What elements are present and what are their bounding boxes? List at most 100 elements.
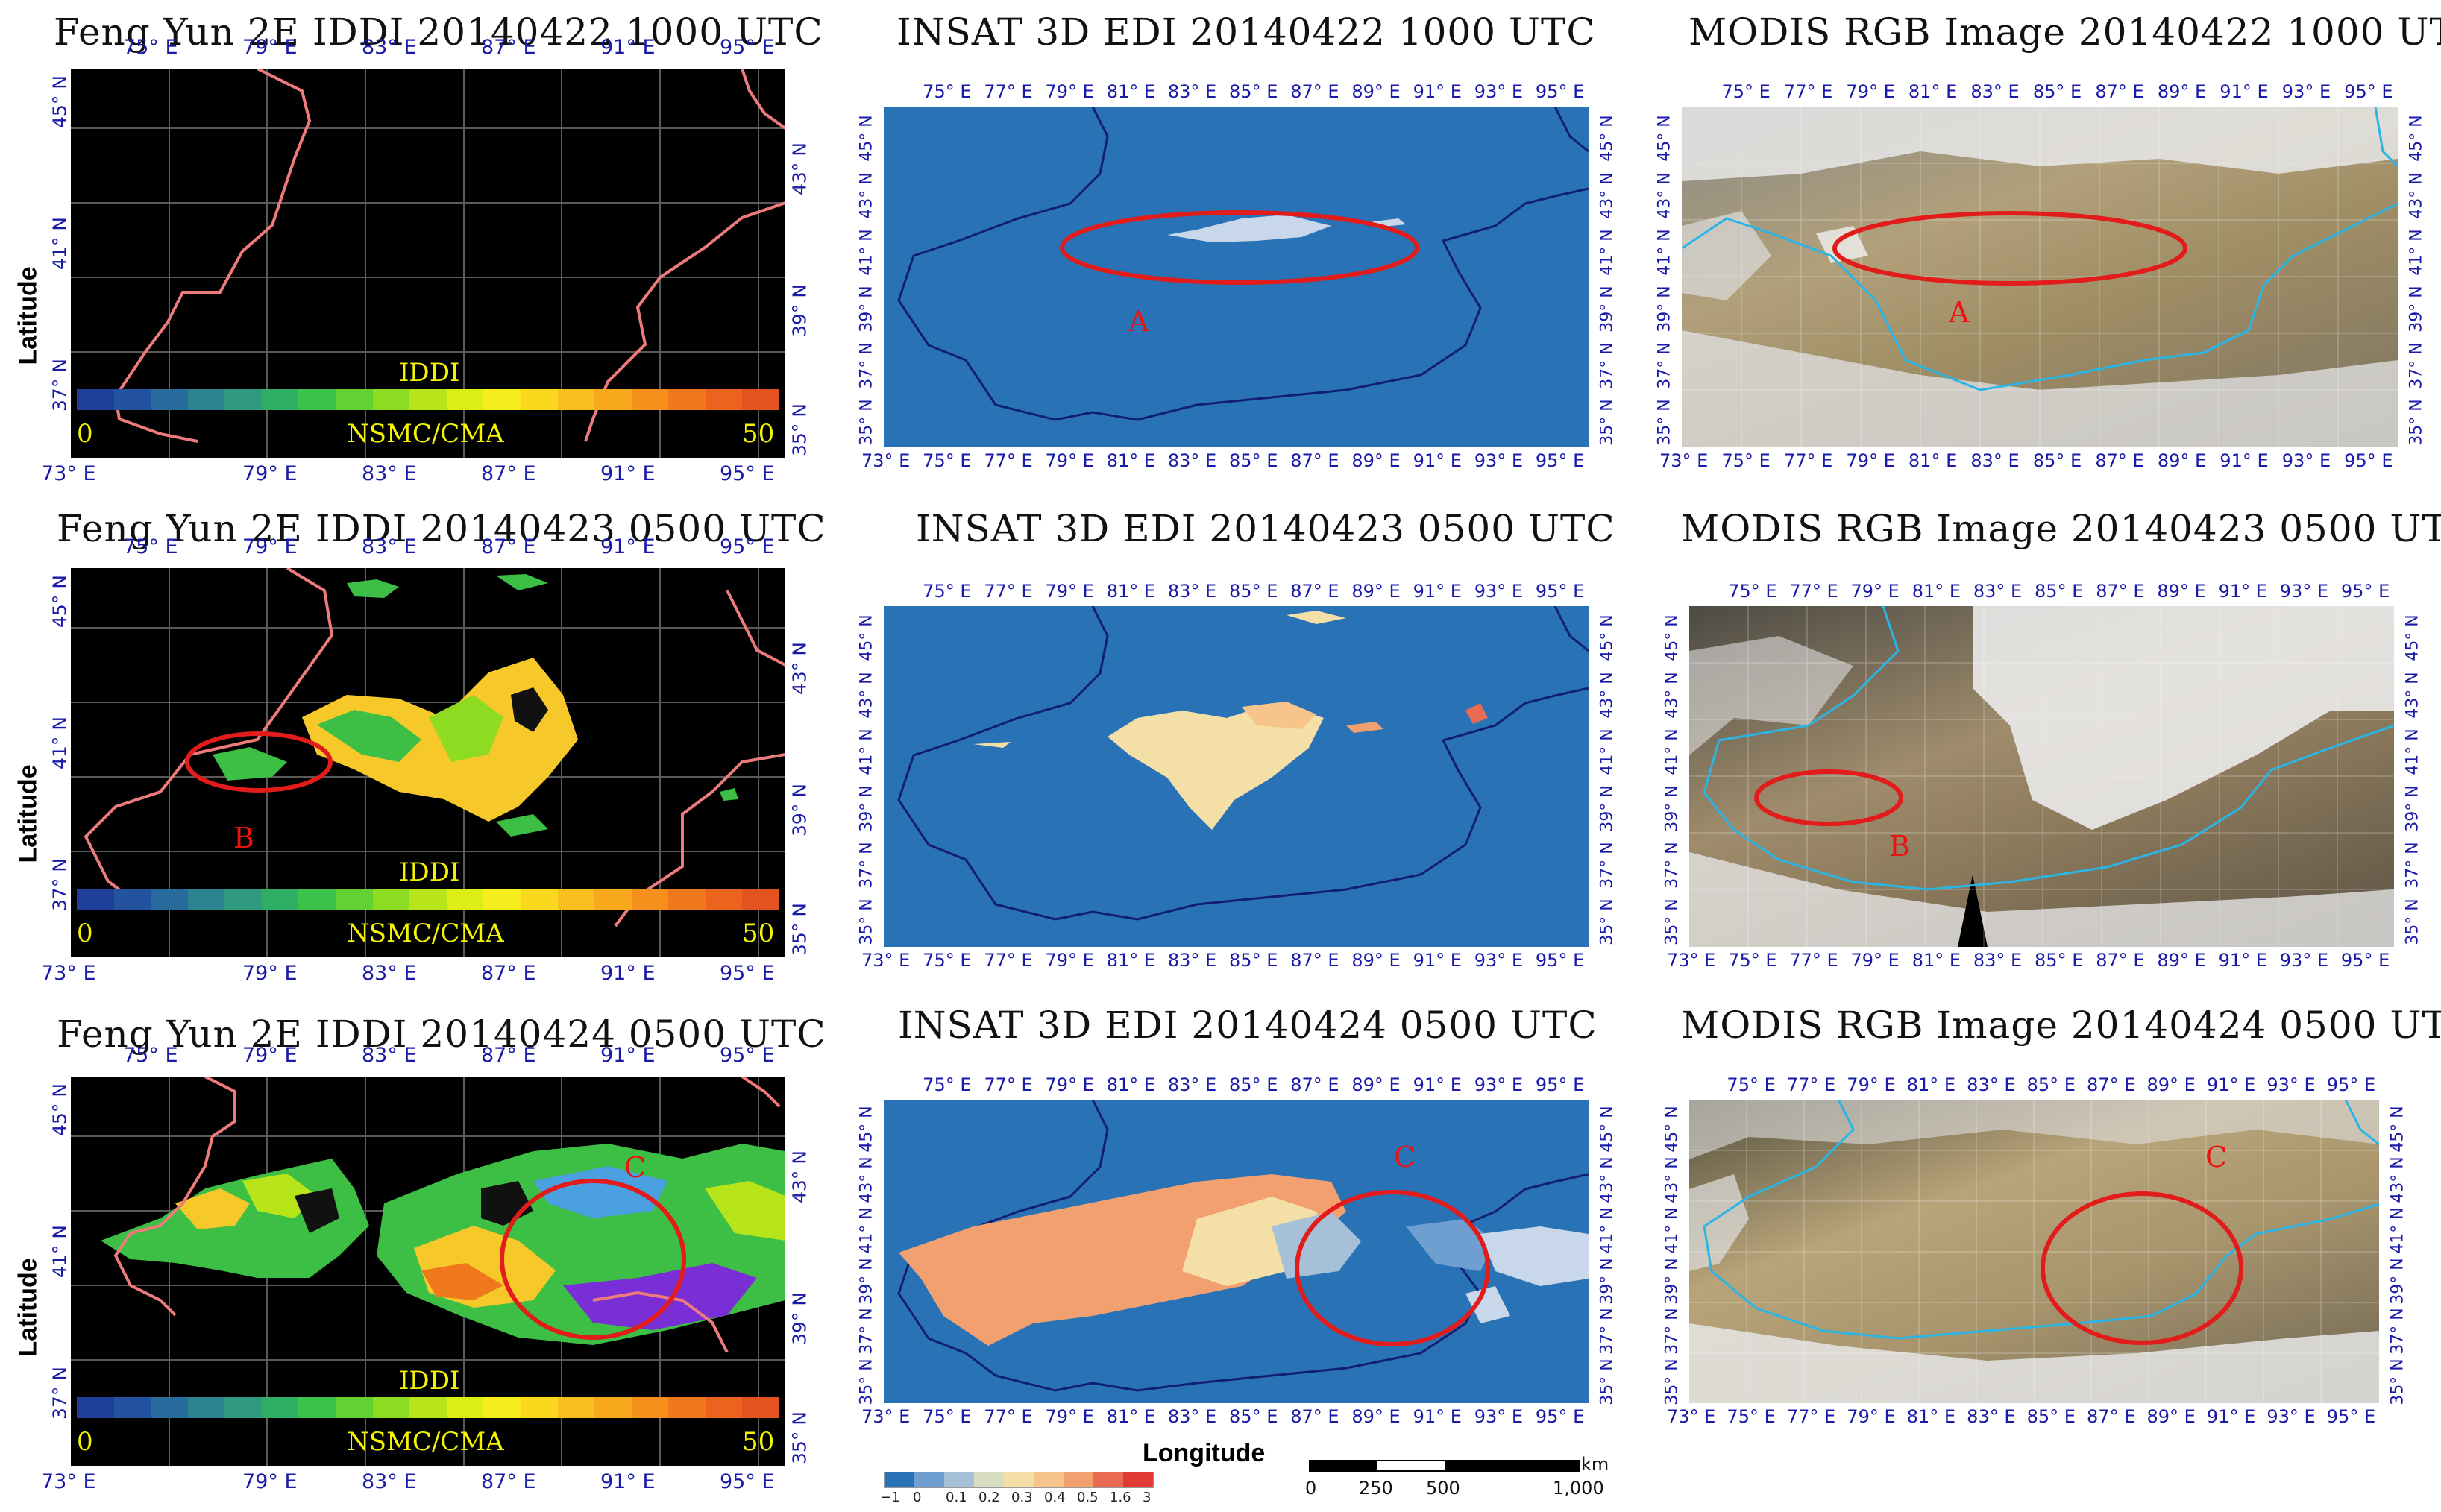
grid-bottom-lon-tick: 87° E	[2096, 950, 2145, 971]
grid-top-lon-tick: 91° E	[2219, 81, 2269, 102]
colorbar-min: 0	[77, 419, 93, 449]
region-label-c: C	[1394, 1141, 1416, 1174]
grid-bottom-lon-tick: 77° E	[984, 450, 1033, 471]
title-modis-20140423: MODIS RGB Image 20140423 0500 UTC	[1681, 507, 2441, 550]
edi-legend-tick: 0.5	[1077, 1490, 1099, 1505]
grid-bottom-lon-tick: 85° E	[2026, 1406, 2076, 1427]
grid-bottom-lon-tick: 81° E	[1106, 1406, 1156, 1427]
grid-top-lon-tick: 83° E	[1167, 581, 1217, 602]
fy-left-lat-tick: 45° N	[48, 75, 71, 128]
grid-top-lon-tick: 79° E	[1846, 81, 1895, 102]
fy-left-lat-tick: 37° N	[48, 858, 71, 911]
title-insat-20140423: INSAT 3D EDI 20140423 0500 UTC	[916, 507, 1615, 550]
edi-legend-tick: 1.6	[1110, 1490, 1131, 1505]
grid-top-lon-tick: 79° E	[1045, 1074, 1094, 1095]
grid-top-lon-tick: 79° E	[1847, 1074, 1896, 1095]
grid-top-lon-tick: 93° E	[2281, 81, 2331, 102]
grid-left-lat-tick: 35° N	[1662, 898, 1682, 946]
fy-bottom-lon-tick: 91° E	[600, 462, 656, 485]
grid-bottom-lon-tick: 89° E	[2157, 950, 2206, 971]
grid-bottom-lon-tick: 81° E	[1906, 1406, 1956, 1427]
grid-left-lat-tick: 41° N	[1655, 229, 1674, 276]
grid-right-lat-tick: 41° N	[1598, 1207, 1617, 1254]
grid-left-lat-tick: 39° N	[1662, 785, 1682, 832]
grid-top-lon-tick: 95° E	[1535, 81, 1585, 102]
grid-right-lat-tick: 41° N	[2407, 229, 2426, 276]
grid-bottom-lon-tick: 77° E	[1786, 1406, 1836, 1427]
grid-right-lat-tick: 45° N	[1598, 1106, 1617, 1153]
grid-right-lat-tick: 43° N	[2388, 1156, 2407, 1203]
grid-bottom-lon-tick: 85° E	[2032, 450, 2082, 471]
grid-top-lon-tick: 83° E	[1973, 581, 2023, 602]
fy-bottom-lon-tick: 95° E	[720, 1470, 775, 1493]
grid-right-lat-tick: 35° N	[2407, 399, 2426, 447]
grid-bottom-lon-tick: 89° E	[2157, 450, 2207, 471]
grid-bottom-lon-tick: 75° E	[923, 1406, 972, 1427]
grid-left-lat-tick: 43° N	[1662, 671, 1682, 719]
grid-bottom-lon-tick: 93° E	[1474, 1406, 1524, 1427]
grid-bottom-lon-tick: 79° E	[1847, 1406, 1896, 1427]
colorbar-title: IDDI	[399, 1366, 460, 1396]
fy-bottom-lon-tick: 83° E	[362, 962, 417, 985]
grid-top-lon-tick: 77° E	[984, 1074, 1033, 1095]
grid-top-lon-tick: 89° E	[1351, 1074, 1401, 1095]
grid-bottom-lon-tick: 77° E	[984, 950, 1033, 971]
grid-top-lon-tick: 85° E	[1229, 581, 1278, 602]
fy-top-lon-tick: 91° E	[600, 36, 656, 59]
fy-right-lat-tick: 35° N	[788, 403, 811, 456]
grid-top-lon-tick: 77° E	[984, 81, 1033, 102]
grid-top-lon-tick: 79° E	[1045, 81, 1094, 102]
grid-left-lat-tick: 37° N	[1662, 842, 1682, 889]
grid-top-lon-tick: 77° E	[1786, 1074, 1836, 1095]
grid-top-lon-tick: 93° E	[2279, 581, 2329, 602]
grid-left-lat-tick: 41° N	[1662, 728, 1682, 775]
grid-left-lat-tick: 45° N	[1662, 614, 1682, 662]
grid-bottom-lon-tick: 89° E	[1351, 450, 1401, 471]
grid-top-lon-tick: 91° E	[1413, 1074, 1462, 1095]
scale-label-1000: 1,000	[1553, 1478, 1604, 1499]
region-label-a: A	[1128, 305, 1149, 338]
grid-bottom-lon-tick: 95° E	[1535, 450, 1585, 471]
grid-bottom-lon-tick: 95° E	[2344, 450, 2393, 471]
colorbar-title: IDDI	[399, 358, 460, 388]
grid-top-lon-tick: 93° E	[2266, 1074, 2316, 1095]
grid-left-lat-tick: 37° N	[1655, 342, 1674, 389]
grid-right-lat-tick: 45° N	[2388, 1106, 2407, 1153]
grid-right-lat-tick: 43° N	[1598, 1156, 1617, 1203]
grid-bottom-lon-tick: 89° E	[1351, 1406, 1401, 1427]
grid-bottom-lon-tick: 83° E	[1167, 450, 1217, 471]
grid-bottom-lon-tick: 85° E	[2035, 950, 2084, 971]
fy-top-lon-tick: 75° E	[123, 535, 178, 558]
grid-bottom-lon-tick: 93° E	[1474, 950, 1524, 971]
title-modis-20140422: MODIS RGB Image 20140422 1000 UTC	[1688, 10, 2441, 54]
grid-top-lon-tick: 75° E	[923, 81, 972, 102]
fy-right-lat-tick: 35° N	[788, 1411, 811, 1464]
grid-top-lon-tick: 93° E	[1474, 1074, 1524, 1095]
grid-bottom-lon-tick: 87° E	[1290, 950, 1339, 971]
grid-right-lat-tick: 43° N	[2403, 671, 2422, 719]
fy-top-lon-tick: 79° E	[242, 36, 298, 59]
grid-bottom-lon-tick: 87° E	[1290, 1406, 1339, 1427]
grid-right-lat-tick: 37° N	[2388, 1308, 2407, 1355]
grid-bottom-lon-tick: 91° E	[2219, 450, 2269, 471]
grid-top-lon-tick: 85° E	[2026, 1074, 2076, 1095]
fy-bottom-lon-tick: 91° E	[600, 962, 656, 985]
grid-bottom-lon-tick: 83° E	[1967, 1406, 2016, 1427]
grid-top-lon-tick: 89° E	[2157, 81, 2207, 102]
grid-right-lat-tick: 37° N	[2403, 842, 2422, 889]
grid-bottom-lon-tick: 87° E	[1290, 450, 1339, 471]
grid-right-lat-tick: 45° N	[2407, 115, 2426, 163]
grid-bottom-lon-tick: 95° E	[2340, 950, 2390, 971]
grid-left-lat-tick: 45° N	[1655, 115, 1674, 163]
colorbar-source: NSMC/CMA	[347, 919, 504, 948]
grid-top-lon-tick: 95° E	[2326, 1074, 2376, 1095]
grid-left-lat-tick: 41° N	[857, 728, 876, 775]
grid-bottom-lon-tick: 73° E	[1667, 1406, 1716, 1427]
grid-top-lon-tick: 89° E	[1351, 81, 1401, 102]
fy-top-lon-tick: 83° E	[362, 1044, 417, 1067]
colorbar-source: NSMC/CMA	[347, 1427, 504, 1457]
grid-bottom-lon-tick: 83° E	[1167, 1406, 1217, 1427]
grid-top-lon-tick: 95° E	[1535, 581, 1585, 602]
insat-map-20140422: A	[884, 107, 1589, 447]
grid-left-lat-tick: 39° N	[1655, 286, 1674, 333]
